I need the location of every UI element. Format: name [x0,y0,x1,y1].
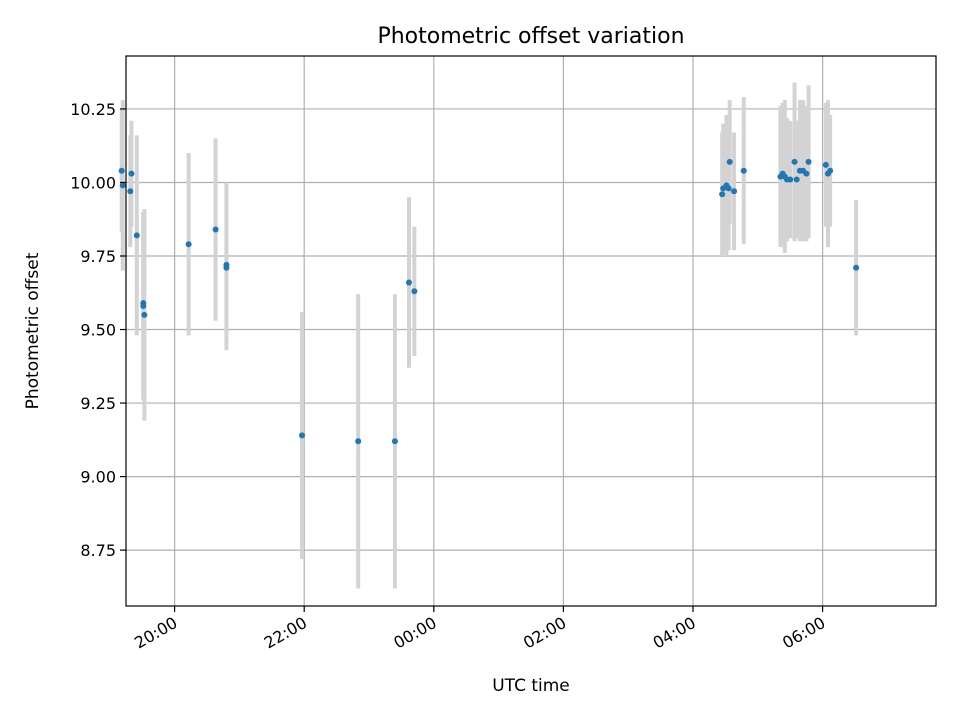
x-tick-label: 00:00 [390,613,439,653]
data-point [299,432,306,439]
x-tick-label: 04:00 [650,613,699,653]
data-point [128,170,135,177]
y-axis-ticks: 8.75 9.00 9.25 9.50 9.75 10.00 10.25 [70,100,126,560]
data-point [140,303,147,309]
data-point [185,241,192,248]
data-point [719,191,726,198]
error-bars [119,82,859,589]
data-point [355,438,362,445]
data-point [822,161,829,168]
x-tick-label: 06:00 [779,613,828,653]
y-tick-label: 9.25 [80,394,116,413]
y-tick-label: 9.00 [80,468,116,487]
x-axis-ticks: 20:00 22:00 00:00 02:00 04:00 06:00 [131,606,829,653]
data-point [118,167,125,174]
data-point [791,158,798,165]
data-points [118,158,860,445]
data-point [141,311,148,318]
data-point [119,182,126,189]
data-point [793,176,800,183]
data-point [127,188,134,195]
data-point [411,288,418,295]
y-tick-label: 8.75 [80,541,116,560]
data-point [803,170,810,177]
y-tick-label: 10.00 [70,173,116,192]
data-point [827,167,834,174]
y-tick-label: 9.75 [80,247,116,266]
y-axis-label: Photometric offset [23,252,43,409]
data-point [853,264,860,271]
data-point [805,158,812,165]
gridlines [126,56,936,606]
plot-frame [125,55,937,607]
data-point [391,438,398,445]
x-tick-label: 02:00 [520,613,569,653]
data-point [731,188,738,195]
data-point [212,226,219,233]
x-tick-label: 20:00 [131,613,180,653]
data-point [740,167,747,174]
data-point [726,158,733,165]
chart-title: Photometric offset variation [377,24,684,49]
data-point [787,176,794,183]
y-tick-label: 9.50 [80,321,116,340]
x-axis-label: UTC time [492,676,570,696]
x-tick-label: 22:00 [261,613,310,653]
y-tick-label: 10.25 [70,100,116,119]
data-point [223,264,230,271]
data-point [133,232,140,239]
data-point [405,279,412,286]
data-point [725,185,732,192]
